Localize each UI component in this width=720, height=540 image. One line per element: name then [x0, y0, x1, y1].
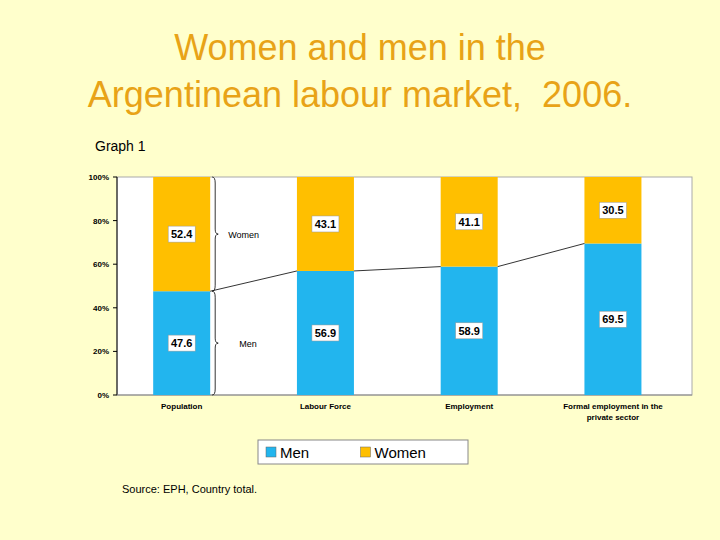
data-label-box: [312, 325, 339, 341]
bar: [297, 177, 354, 271]
data-label-box: [456, 323, 483, 339]
bar: [584, 177, 641, 243]
x-tick-label-line: Population: [161, 402, 202, 411]
x-tick-label-line: Employment: [445, 402, 493, 411]
source: Source: EPH, Country total.: [122, 483, 257, 495]
bar: [441, 177, 498, 267]
legend-box: [258, 440, 468, 464]
data-label: 41.1: [458, 216, 479, 228]
x-tick-label: Population: [161, 402, 202, 411]
y-tick: [113, 177, 117, 178]
bar: [153, 177, 210, 291]
connector: [210, 271, 297, 291]
subtitle: Graph 1: [95, 138, 146, 154]
title-line: Women and men in the: [174, 27, 546, 68]
title-line: Argentinean labour market, 2006.: [88, 74, 632, 115]
data-label: 58.9: [458, 325, 479, 337]
x-tick-label-line: Formal employment in the: [563, 402, 663, 411]
plot-area: [117, 177, 692, 395]
data-label: 30.5: [602, 204, 623, 216]
x-tick-label: Employment: [445, 402, 493, 411]
y-tick: [113, 351, 117, 352]
y-tick-label: 20%: [93, 347, 109, 356]
bar: [441, 267, 498, 395]
brace: [212, 177, 218, 291]
title: Women and men in the Argentinean labour m…: [88, 27, 632, 115]
bar: [584, 243, 641, 395]
data-label-box: [599, 311, 626, 327]
y-tick: [113, 220, 117, 221]
legend-label: Men: [280, 444, 309, 461]
annotation: Men: [239, 339, 257, 349]
bar: [297, 271, 354, 395]
annotation: Women: [228, 230, 259, 240]
legend-swatch: [361, 447, 371, 457]
connector: [354, 267, 441, 271]
legend-swatch: [266, 447, 276, 457]
y-tick-label: 40%: [93, 304, 109, 313]
brace: [212, 291, 218, 395]
x-tick-label: Labour Force: [300, 402, 352, 411]
data-label: 56.9: [315, 327, 336, 339]
x-tick-label-line: Labour Force: [300, 402, 352, 411]
y-tick-label: 0%: [97, 391, 109, 400]
legend-label: Women: [375, 444, 426, 461]
data-label: 47.6: [171, 337, 192, 349]
data-label-box: [312, 216, 339, 232]
bars: [153, 177, 641, 395]
data-label: 69.5: [602, 313, 623, 325]
data-label: 43.1: [315, 218, 336, 230]
bar: [153, 291, 210, 395]
data-label-box: [599, 202, 626, 218]
y-tick: [113, 264, 117, 265]
chart: Women and men in the Argentinean labour m…: [0, 0, 720, 540]
y-tick-label: 100%: [89, 173, 109, 182]
y-tick-label: 80%: [93, 217, 109, 226]
data-label-box: [456, 214, 483, 230]
y-tick-label: 60%: [93, 260, 109, 269]
y-axis: [117, 177, 118, 395]
x-tick-label: Formal employment in the private sector: [563, 402, 663, 422]
data-label-box: [168, 335, 195, 351]
data-label: 52.4: [171, 228, 193, 240]
connector: [498, 243, 585, 266]
x-tick-label-line: private sector: [587, 413, 639, 422]
data-label-box: [168, 226, 195, 242]
y-tick: [113, 395, 117, 396]
data-labels: 47.6 56.9 58.9 69.5 52.4 43.1 41.1 30.5: [168, 202, 626, 351]
y-tick: [113, 307, 117, 308]
